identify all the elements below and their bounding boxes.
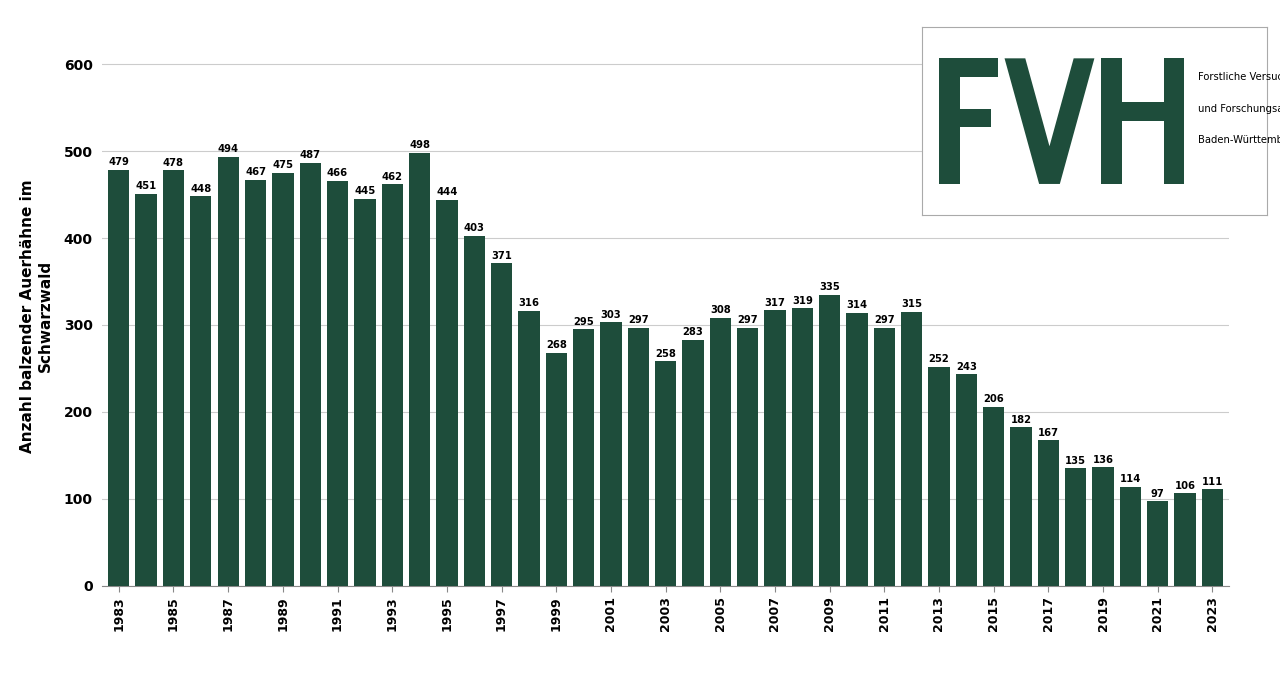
Bar [819,295,840,586]
Polygon shape [1005,59,1094,184]
Text: 317: 317 [764,297,786,308]
Bar [326,181,348,586]
Text: 448: 448 [191,184,211,194]
Text: 466: 466 [326,168,348,178]
Polygon shape [938,59,997,184]
Bar [627,328,649,586]
Bar [1092,468,1114,586]
Bar [163,170,184,586]
Bar [791,308,813,586]
Bar [1147,501,1169,586]
Bar [191,197,211,586]
Bar [436,200,457,586]
Text: 295: 295 [573,317,594,326]
Text: 314: 314 [846,300,868,310]
Bar [655,361,676,586]
Bar [956,374,977,586]
Bar [300,163,321,586]
Bar [218,157,239,586]
Bar [764,310,786,586]
Bar [1202,489,1224,586]
Text: 258: 258 [655,349,676,359]
Polygon shape [1101,59,1184,184]
Bar [108,170,129,586]
Bar [709,318,731,586]
Text: Die Daten wurden von der forstlichen Gemeinschaft für Schalenwildforschung der A: Die Daten wurden von der forstlichen Gem… [13,651,636,661]
Text: 135: 135 [1065,456,1087,466]
Text: 335: 335 [819,282,840,292]
Bar [573,329,594,586]
Text: 243: 243 [956,362,977,372]
Text: 106: 106 [1175,481,1196,491]
Text: 316: 316 [518,299,539,308]
Text: und Forschungsanstalt: und Forschungsanstalt [1198,104,1280,114]
Text: 308: 308 [710,306,731,316]
Bar [545,353,567,586]
Text: 445: 445 [355,186,375,197]
Bar [408,153,430,586]
Text: 444: 444 [436,187,457,197]
Bar [518,311,540,586]
Bar [244,180,266,586]
Text: 479: 479 [109,157,129,167]
Text: 315: 315 [901,299,922,310]
Text: 114: 114 [1120,474,1140,484]
Bar [1120,487,1140,586]
Text: 297: 297 [874,315,895,325]
Bar [1065,468,1087,586]
Text: 475: 475 [273,160,293,170]
Text: 206: 206 [983,394,1004,404]
Bar [273,173,293,586]
Text: 303: 303 [600,310,621,320]
Bar [901,312,923,586]
Bar [1174,493,1196,586]
Text: 283: 283 [682,327,703,337]
Bar [928,367,950,586]
Text: 487: 487 [300,150,321,160]
Bar [1038,441,1059,586]
Bar [1010,427,1032,586]
Text: 451: 451 [136,181,156,191]
Text: 319: 319 [792,296,813,306]
Text: Baden-Württemberg: Baden-Württemberg [1198,135,1280,145]
Text: 371: 371 [492,251,512,260]
Text: 252: 252 [928,354,950,364]
Text: 97: 97 [1151,489,1165,499]
Text: 136: 136 [1093,455,1114,465]
Bar [381,184,403,586]
Text: 403: 403 [463,223,485,233]
Text: 494: 494 [218,144,239,154]
Text: 268: 268 [545,340,567,350]
Bar [600,322,622,586]
Text: 462: 462 [381,172,403,182]
Bar [136,194,157,586]
Text: 297: 297 [628,315,649,325]
Bar [682,340,704,586]
Text: 182: 182 [1010,415,1032,425]
Text: 297: 297 [737,315,758,325]
Text: 478: 478 [163,157,184,168]
Text: 167: 167 [1038,428,1059,438]
Bar [846,313,868,586]
Bar [874,328,895,586]
Text: Forstliche Versuchs-: Forstliche Versuchs- [1198,72,1280,82]
Bar [983,406,1005,586]
Text: 467: 467 [244,168,266,178]
Text: 498: 498 [410,141,430,151]
Bar [737,328,758,586]
Bar [492,263,512,586]
Text: 111: 111 [1202,476,1224,487]
Bar [463,236,485,586]
Y-axis label: Anzahl balzender Auerhähne im
Schwarzwald: Anzahl balzender Auerhähne im Schwarzwal… [20,180,52,453]
Bar [355,199,375,586]
